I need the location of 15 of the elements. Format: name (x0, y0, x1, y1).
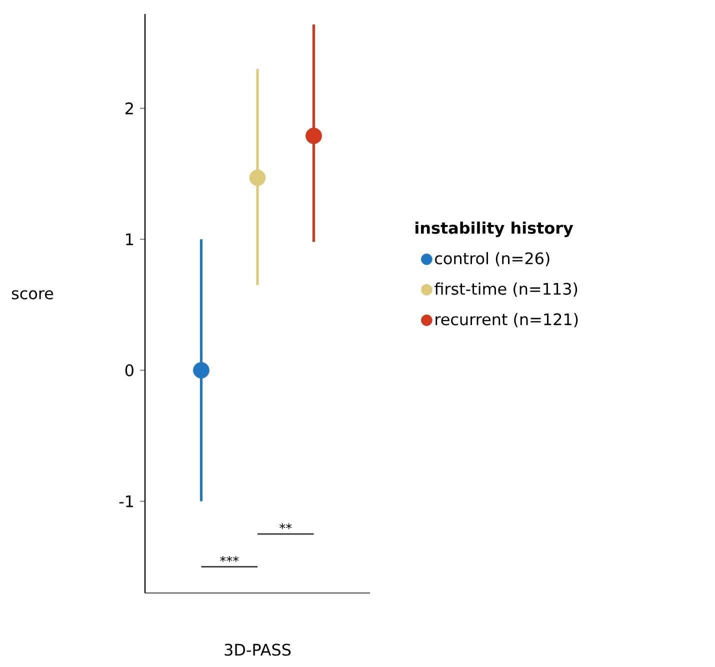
annotation: *** (220, 556, 239, 562)
legend-title: instability history (416, 222, 574, 238)
x-axis-title: 3D-PASS (224, 644, 291, 656)
point (193, 362, 210, 379)
y-tick-label: 2 (126, 102, 133, 114)
legend-label: recurrent (n=121) (436, 313, 578, 328)
annotation: ** (280, 523, 292, 530)
point (249, 170, 266, 186)
legend-label: first-time (n=113) (434, 282, 578, 297)
point (306, 128, 322, 144)
y-tick-label: 1 (126, 233, 134, 246)
y-tick-label: 0 (125, 364, 134, 376)
y-tick-label: -1 (119, 495, 134, 508)
y-axis-title: score (12, 290, 54, 300)
legend-label: control (n=26) (435, 252, 550, 266)
